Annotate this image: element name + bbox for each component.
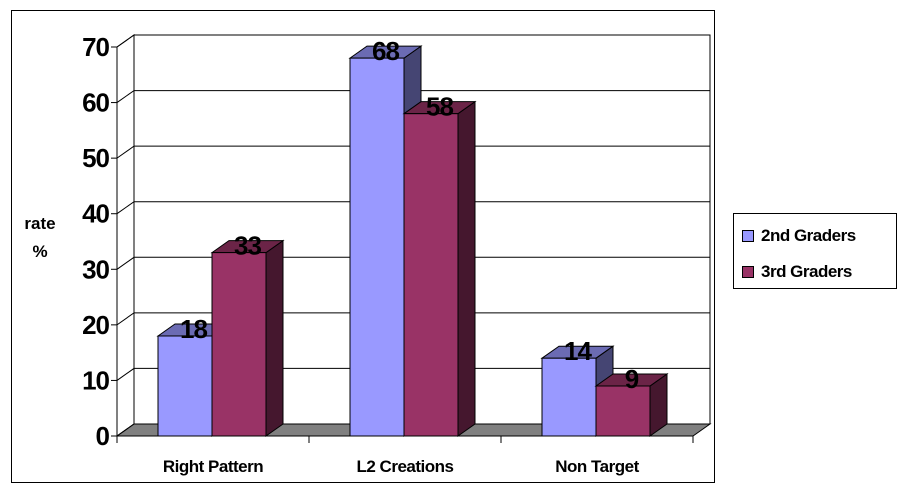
y-tick-label-50: 50 xyxy=(82,143,109,173)
data-label-2nd-graders-non-target: 14 xyxy=(564,336,592,366)
category-label-non-target: Non Target xyxy=(555,457,639,476)
legend-item-2nd-graders: 2nd Graders xyxy=(742,226,856,246)
gridline-70 xyxy=(116,34,710,48)
y-tick-label-70: 70 xyxy=(82,32,109,62)
gridline-20 xyxy=(116,312,710,326)
bar-front xyxy=(595,385,651,437)
category-labels: Right Pattern L2 Creations Non Target xyxy=(163,457,640,476)
gridline-50 xyxy=(116,145,710,159)
data-label-3rd-graders-non-target: 9 xyxy=(625,364,639,394)
legend-item-3rd-graders: 3rd Graders xyxy=(742,262,852,282)
bar-3rd-graders-non-target xyxy=(594,373,669,437)
data-label-3rd-graders-l2-creations: 58 xyxy=(426,92,453,122)
gridline-0 xyxy=(116,423,710,437)
gridline-30 xyxy=(116,256,710,270)
y-tick-label-20: 20 xyxy=(82,310,109,340)
data-label-3rd-graders-right-pattern: 33 xyxy=(234,231,261,261)
category-label-right-pattern: Right Pattern xyxy=(163,457,263,476)
legend-label-3rd-graders: 3rd Graders xyxy=(761,262,852,281)
bars xyxy=(156,45,669,437)
y-axis-label-line2: % xyxy=(32,242,47,261)
chart-frame xyxy=(11,10,715,483)
legend-swatch-3rd-graders xyxy=(742,266,754,278)
bar-3rd-graders-l2-creations xyxy=(402,100,477,437)
bar-3rd-graders-right-pattern xyxy=(210,239,285,437)
data-label-2nd-graders-right-pattern: 18 xyxy=(180,314,207,344)
y-tick-label-60: 60 xyxy=(82,88,109,118)
bar-side xyxy=(457,100,476,437)
y-tick-label-10: 10 xyxy=(82,365,109,395)
category-label-l2-creations: L2 Creations xyxy=(357,457,454,476)
gridline-40 xyxy=(116,201,710,215)
bar-front xyxy=(403,113,459,437)
y-axis-label-line1: rate xyxy=(24,214,55,233)
bar-front xyxy=(211,252,267,437)
bar-front xyxy=(541,357,597,437)
legend-label-2nd-graders: 2nd Graders xyxy=(761,226,856,245)
y-tick-label-40: 40 xyxy=(82,199,109,229)
bar-front xyxy=(349,57,405,437)
gridline-60 xyxy=(116,90,710,103)
gridline-10 xyxy=(116,367,710,381)
legend: 2nd Graders 3rd Graders xyxy=(733,213,897,289)
data-labels: 18 33 68 58 14 9 xyxy=(180,36,640,394)
y-axis-ticks: 0 10 20 30 40 50 60 70 xyxy=(82,32,110,451)
y-tick-label-30: 30 xyxy=(82,254,109,284)
gridlines xyxy=(111,34,710,443)
bar-side xyxy=(265,239,284,437)
bar-front xyxy=(157,335,213,437)
data-label-2nd-graders-l2-creations: 68 xyxy=(372,36,399,66)
side-wall xyxy=(116,34,135,437)
legend-swatch-2nd-graders xyxy=(742,230,754,242)
y-tick-label-0: 0 xyxy=(96,421,110,451)
